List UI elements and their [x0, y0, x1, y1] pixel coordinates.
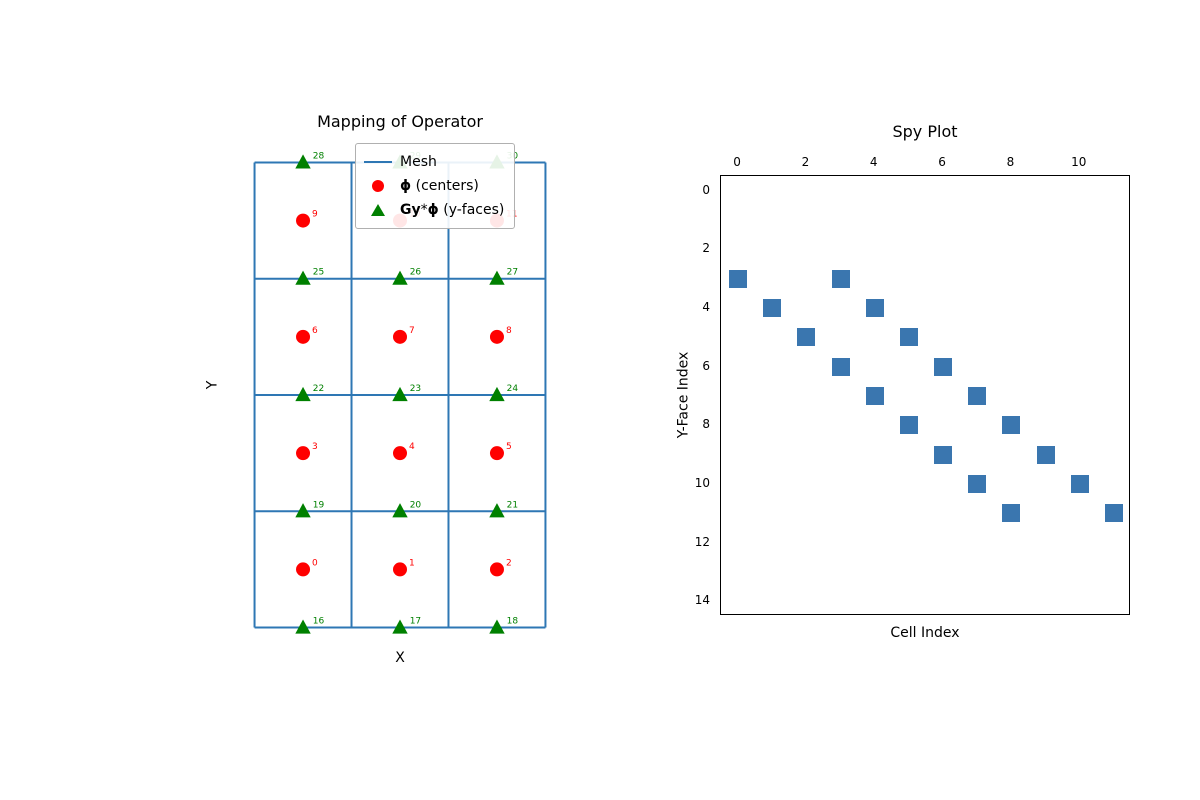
- legend-label: ϕ (centers): [400, 178, 479, 194]
- yface-marker: [489, 619, 504, 633]
- spy-marker: [832, 358, 850, 376]
- center-index-label: 7: [409, 326, 415, 336]
- ytick-label: 14: [695, 593, 710, 607]
- figure: Mapping of Operator 01234567891011161718…: [0, 0, 1200, 800]
- center-marker: [296, 214, 310, 228]
- spy-marker: [1105, 504, 1123, 522]
- center-index-label: 9: [312, 210, 318, 220]
- yface-marker: [392, 503, 407, 517]
- yface-index-label: 18: [507, 617, 519, 627]
- ytick-label: 6: [702, 359, 710, 373]
- spy-marker: [763, 299, 781, 317]
- legend: Mesh ϕ (centers) Gy*ϕ (y-faces): [355, 143, 515, 229]
- center-marker: [393, 446, 407, 460]
- ytick-label: 4: [702, 300, 710, 314]
- spy-marker: [866, 387, 884, 405]
- spy-marker: [1037, 446, 1055, 464]
- yface-marker: [392, 271, 407, 285]
- yface-marker: [295, 619, 310, 633]
- right-ylabel: Y-Face Index: [675, 352, 691, 439]
- xtick-label: 10: [1071, 155, 1086, 169]
- spy-plot: [720, 175, 1130, 615]
- yface-index-label: 26: [410, 268, 422, 278]
- left-plot-title: Mapping of Operator: [240, 112, 560, 131]
- center-marker: [490, 330, 504, 344]
- spy-marker: [1002, 504, 1020, 522]
- spy-marker: [968, 475, 986, 493]
- left-xlabel: X: [240, 650, 560, 666]
- yface-index-label: 21: [507, 500, 518, 510]
- spy-marker: [866, 299, 884, 317]
- right-plot-title: Spy Plot: [720, 122, 1130, 141]
- yface-marker: [392, 387, 407, 401]
- yface-index-label: 17: [410, 617, 421, 627]
- yface-marker: [295, 154, 310, 168]
- center-marker: [490, 446, 504, 460]
- legend-swatch: [364, 154, 392, 170]
- right-xlabel: Cell Index: [720, 625, 1130, 641]
- center-marker: [393, 562, 407, 576]
- spy-marker: [934, 358, 952, 376]
- ytick-label: 2: [702, 241, 710, 255]
- ytick-label: 0: [702, 183, 710, 197]
- center-index-label: 8: [506, 326, 512, 336]
- yface-marker: [489, 387, 504, 401]
- ytick-label: 12: [695, 535, 710, 549]
- center-marker: [296, 330, 310, 344]
- yface-marker: [295, 387, 310, 401]
- left-ylabel: Y: [204, 381, 220, 390]
- ytick-label: 8: [702, 417, 710, 431]
- center-marker: [393, 330, 407, 344]
- yface-index-label: 24: [507, 384, 519, 394]
- ytick-label: 10: [695, 476, 710, 490]
- spy-marker: [900, 416, 918, 434]
- center-index-label: 6: [312, 326, 318, 336]
- yface-index-label: 16: [313, 617, 325, 627]
- legend-swatch: [364, 178, 392, 194]
- yface-marker: [489, 503, 504, 517]
- yface-index-label: 25: [313, 268, 324, 278]
- spy-marker: [934, 446, 952, 464]
- xtick-label: 8: [1007, 155, 1015, 169]
- yface-index-label: 22: [313, 384, 324, 394]
- xtick-label: 6: [938, 155, 946, 169]
- center-index-label: 5: [506, 442, 512, 452]
- xtick-label: 4: [870, 155, 878, 169]
- center-marker: [296, 446, 310, 460]
- spy-marker: [900, 328, 918, 346]
- yface-marker: [489, 271, 504, 285]
- yface-index-label: 23: [410, 384, 421, 394]
- xtick-label: 2: [802, 155, 810, 169]
- spy-marker: [832, 270, 850, 288]
- legend-label: Gy*ϕ (y-faces): [400, 202, 504, 218]
- yface-marker: [295, 503, 310, 517]
- center-marker: [296, 562, 310, 576]
- legend-label: Mesh: [400, 154, 437, 170]
- yface-index-label: 28: [313, 151, 325, 161]
- center-index-label: 4: [409, 442, 415, 452]
- yface-index-label: 20: [410, 500, 422, 510]
- yface-marker: [392, 619, 407, 633]
- legend-item: Gy*ϕ (y-faces): [364, 198, 504, 222]
- xtick-label: 0: [733, 155, 741, 169]
- yface-index-label: 19: [313, 500, 325, 510]
- center-index-label: 3: [312, 442, 318, 452]
- center-index-label: 1: [409, 558, 415, 568]
- center-index-label: 2: [506, 558, 512, 568]
- legend-item: Mesh: [364, 150, 504, 174]
- spy-marker: [797, 328, 815, 346]
- spy-marker: [968, 387, 986, 405]
- legend-swatch: [364, 202, 392, 218]
- yface-marker: [295, 271, 310, 285]
- spy-marker: [729, 270, 747, 288]
- center-marker: [490, 562, 504, 576]
- yface-index-label: 27: [507, 268, 518, 278]
- spy-marker: [1002, 416, 1020, 434]
- legend-item: ϕ (centers): [364, 174, 504, 198]
- center-index-label: 0: [312, 558, 318, 568]
- spy-marker: [1071, 475, 1089, 493]
